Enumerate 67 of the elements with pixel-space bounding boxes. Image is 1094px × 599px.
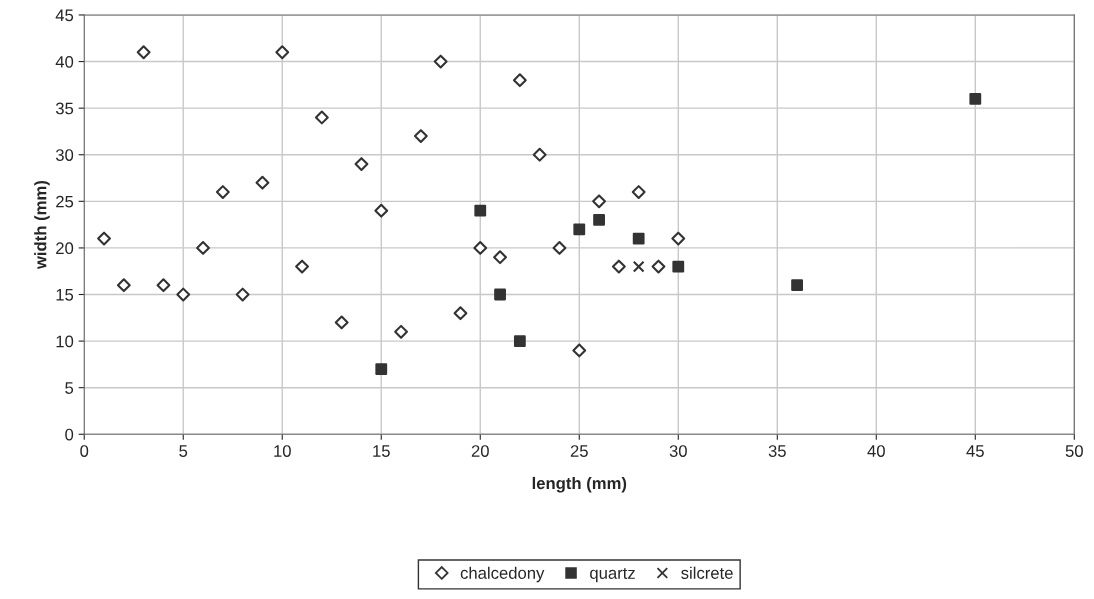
point [354,157,369,171]
y-axis-title: width (mm) [34,181,50,270]
point [334,315,349,330]
y-tick-label: 45 [55,9,74,22]
y-tick-label: 15 [56,289,74,301]
point [493,250,507,265]
point [176,287,191,302]
point [672,260,685,273]
point [532,147,547,162]
point [433,54,448,69]
point [413,129,428,144]
point [136,45,151,60]
point [235,287,250,302]
point [632,260,645,273]
point [196,240,210,255]
point [453,306,468,321]
point [671,231,686,246]
legend-label: chalcedony [460,566,545,583]
point [969,92,982,105]
x-axis-title: length (mm) [532,476,627,493]
point [473,240,488,255]
point [215,185,230,199]
point [593,214,605,226]
point [512,73,527,88]
x-tick-label: 15 [373,445,390,457]
point [494,288,506,301]
y-tick-label: 25 [56,195,74,208]
y-tick-label: 20 [56,242,74,255]
point [611,259,626,274]
point [255,175,270,190]
point [572,343,587,358]
point [513,335,526,347]
point [474,204,487,217]
point [592,194,607,209]
point [791,279,803,292]
y-tick-label: 5 [65,382,74,394]
x-tick-label: 40 [867,445,885,457]
x-tick-label: 10 [274,445,291,457]
point [375,363,388,375]
point [314,110,329,125]
x-tick-label: 0 [80,445,89,457]
x-tick-label: 50 [1065,445,1083,457]
point [156,278,171,293]
x-tick-label: 20 [471,445,489,457]
point [394,324,408,339]
point [295,259,309,274]
x-tick-label: 45 [966,445,984,457]
point [552,240,567,255]
y-tick-label: 0 [65,428,74,441]
point [97,231,111,246]
x-tick-label: 35 [768,445,786,457]
x-tick-label: 25 [570,445,588,457]
x-tick-label: 30 [669,445,687,457]
point [631,185,646,199]
legend-label: silcrete [681,566,733,579]
legend-label: quartz [590,567,635,583]
point [573,223,586,236]
y-tick-label: 40 [55,55,74,68]
point [632,232,645,245]
point [116,278,131,293]
point [374,203,389,218]
point [275,45,290,60]
point [651,259,666,274]
y-tick-label: 30 [55,149,74,161]
y-tick-label: 10 [56,335,74,348]
y-tick-label: 35 [55,102,74,115]
x-tick-label: 5 [179,445,188,457]
